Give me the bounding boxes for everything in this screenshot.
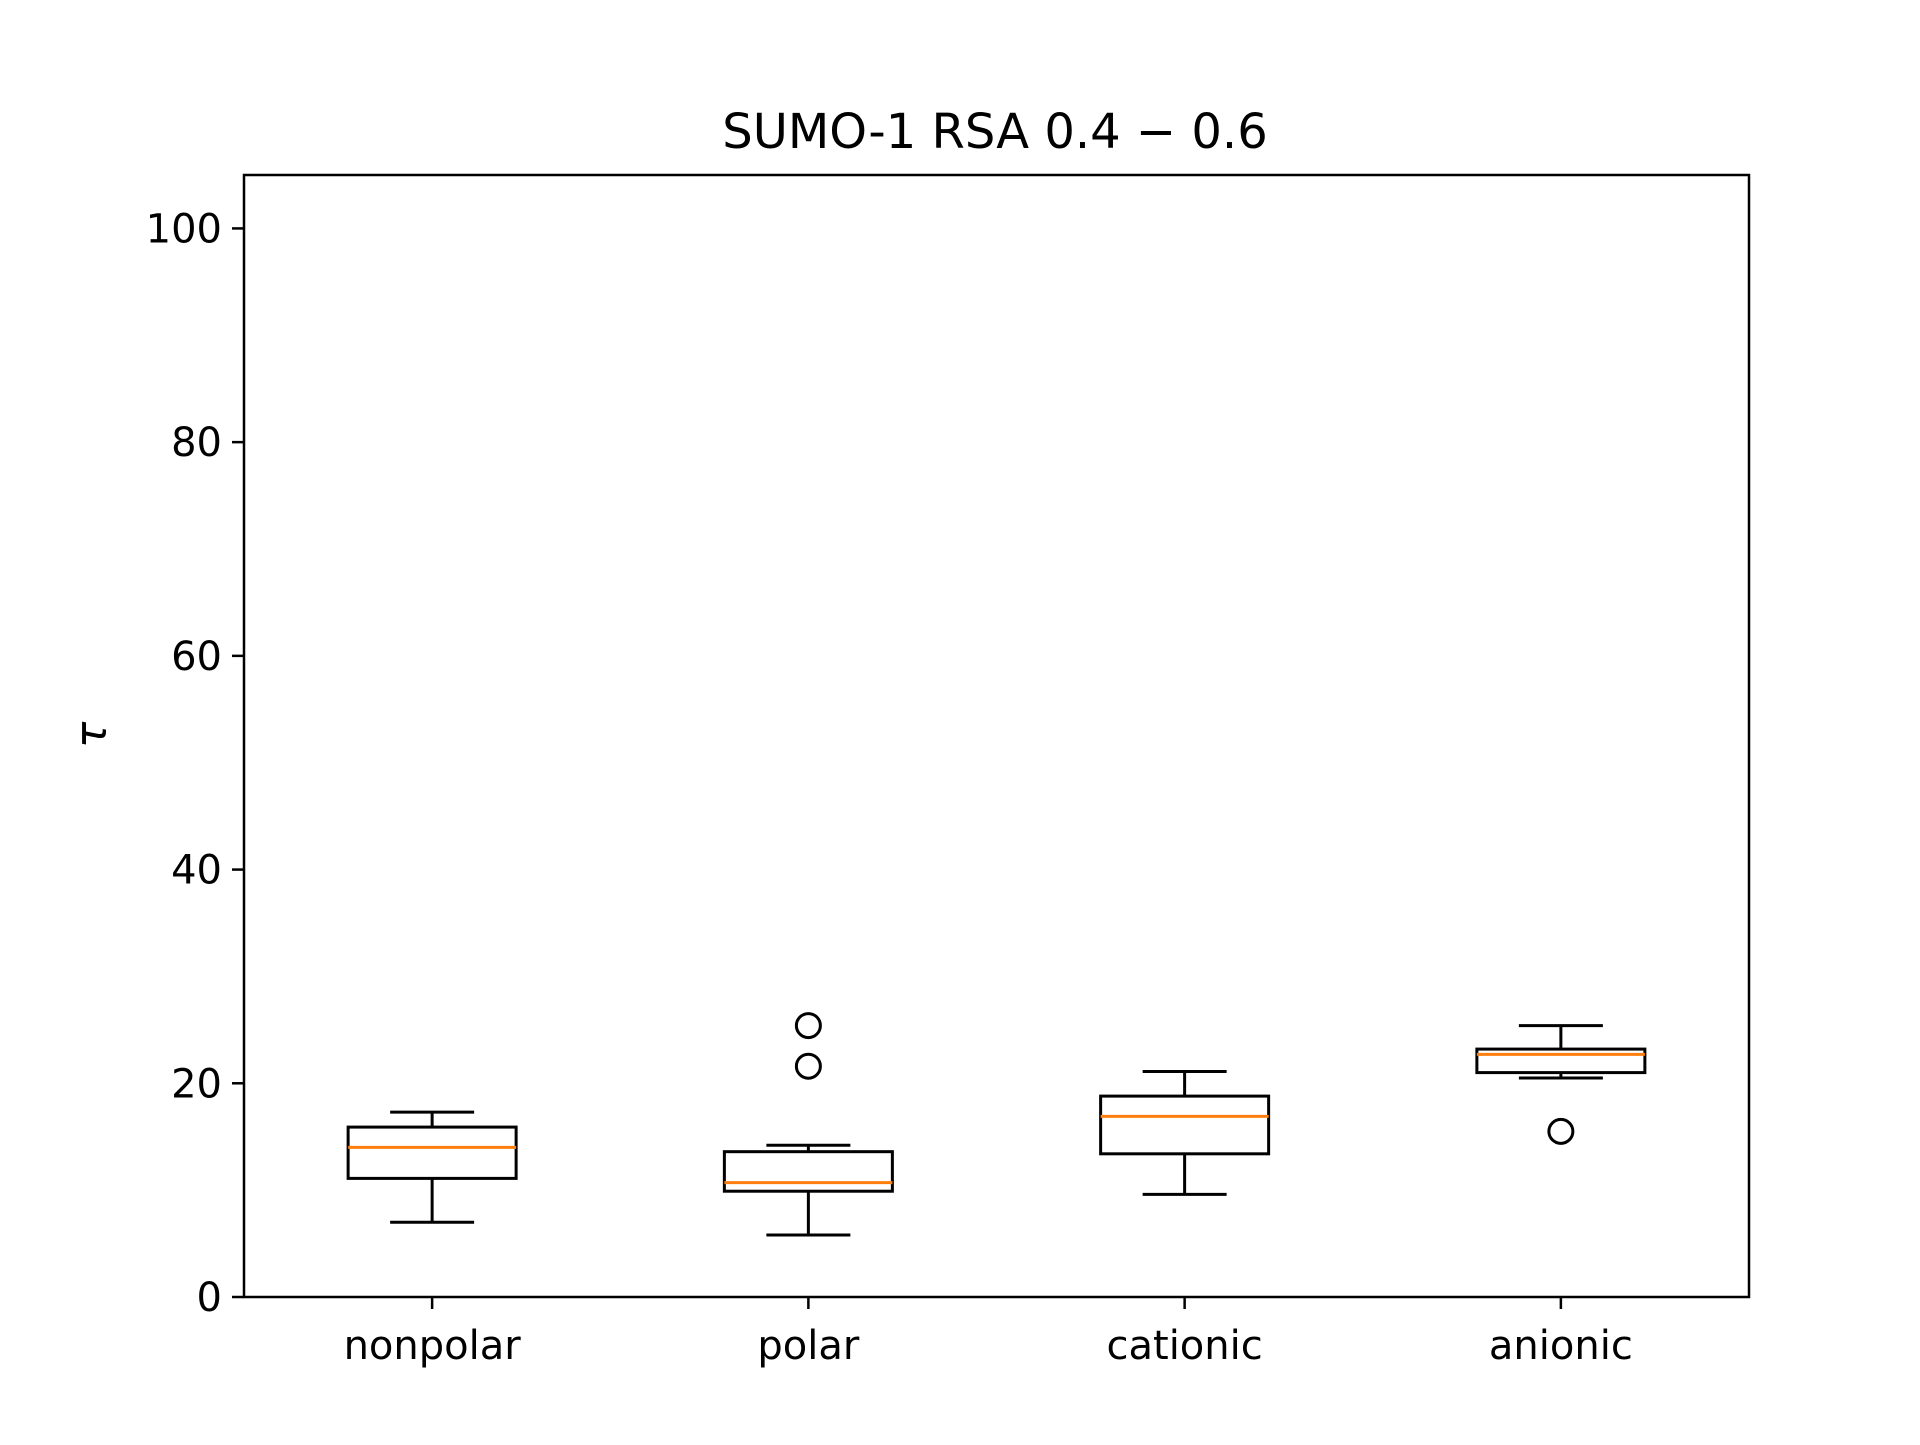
plot-area-frame bbox=[242, 173, 1751, 1299]
y-tick-label: 100 bbox=[146, 206, 222, 252]
y-tick-label: 80 bbox=[171, 420, 222, 466]
outlier-point bbox=[794, 1052, 822, 1080]
y-axis-label: τ bbox=[66, 721, 117, 748]
iqr-box bbox=[722, 1150, 894, 1193]
x-tick-label-polar: polar bbox=[757, 1323, 859, 1369]
x-tick-label-nonpolar: nonpolar bbox=[344, 1323, 522, 1369]
y-axis-ticks: 0 20 40 60 80 100 bbox=[146, 206, 244, 1321]
outlier-point bbox=[1547, 1117, 1575, 1145]
y-tick-label: 40 bbox=[171, 848, 222, 894]
box-polar bbox=[722, 1012, 894, 1237]
box-anionic bbox=[1475, 1024, 1647, 1145]
y-tick-label: 0 bbox=[197, 1275, 222, 1321]
x-axis-ticks: nonpolar polar cationic anionic bbox=[344, 1297, 1633, 1369]
x-tick-label-cationic: cationic bbox=[1107, 1323, 1263, 1369]
x-tick-label-anionic: anionic bbox=[1489, 1323, 1633, 1369]
y-tick-label: 20 bbox=[171, 1061, 222, 1107]
box-cationic bbox=[1099, 1070, 1271, 1196]
iqr-box bbox=[1099, 1094, 1271, 1156]
y-tick-label: 60 bbox=[171, 634, 222, 680]
iqr-box bbox=[1475, 1047, 1647, 1075]
outlier-point bbox=[794, 1012, 822, 1040]
box-series bbox=[346, 1012, 1647, 1237]
iqr-box bbox=[346, 1125, 518, 1180]
box-nonpolar bbox=[346, 1110, 518, 1224]
chart-title: SUMO-1 RSA 0.4 − 0.6 bbox=[722, 104, 1267, 160]
